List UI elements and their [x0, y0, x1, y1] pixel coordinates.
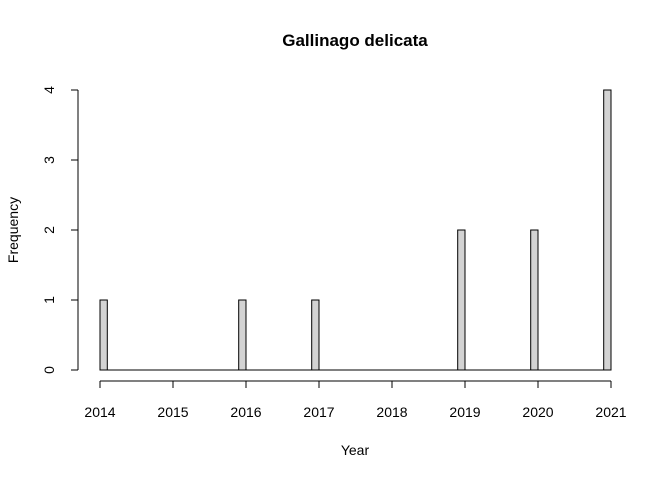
y-tick-label: 1	[41, 296, 57, 304]
x-tick-label: 2015	[157, 404, 188, 420]
chart-title: Gallinago delicata	[282, 31, 428, 50]
x-tick-label: 2018	[376, 404, 407, 420]
x-tick-label: 2014	[84, 404, 115, 420]
x-tick-label: 2017	[303, 404, 334, 420]
histogram-bar	[99, 299, 108, 371]
x-tick-label: 2021	[595, 404, 626, 420]
x-axis: 2014 2015 2016 2017 2018 2019 2020 2021	[84, 380, 627, 420]
y-tick-label: 0	[41, 366, 57, 374]
histogram-bar	[530, 229, 539, 371]
histogram-bar	[603, 89, 612, 371]
x-tick-label: 2016	[230, 404, 261, 420]
y-axis: 0 1 2 3 4	[41, 86, 79, 374]
x-tick-label: 2020	[522, 404, 553, 420]
histogram-bar	[311, 299, 320, 371]
y-tick-label: 4	[41, 86, 57, 94]
bars-group	[99, 89, 612, 371]
x-tick-label: 2019	[449, 404, 480, 420]
y-tick-label: 2	[41, 226, 57, 234]
y-tick-label: 3	[41, 156, 57, 164]
histogram-bar	[457, 229, 466, 371]
x-axis-label: Year	[341, 442, 370, 458]
y-axis-label: Frequency	[5, 197, 21, 263]
histogram-bar	[238, 299, 247, 371]
